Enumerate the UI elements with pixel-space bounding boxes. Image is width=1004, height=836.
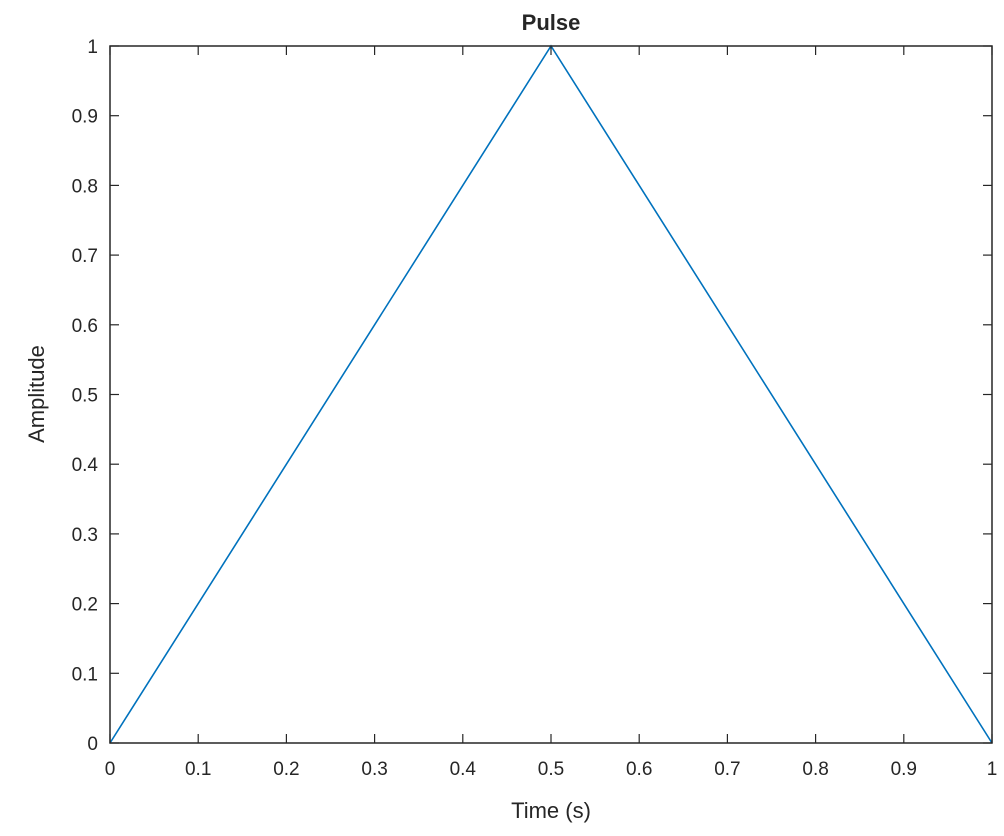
x-tick-label: 0 [105,759,116,780]
x-tick-label: 0.8 [802,759,828,780]
x-axis-label: Time (s) [511,798,591,823]
plot-area [110,46,992,743]
y-tick-label: 0.5 [72,386,98,407]
x-tick-label: 0.7 [714,759,740,780]
x-tick-label: 1 [987,759,998,780]
y-tick-label: 0.3 [72,525,98,546]
y-tick-label: 0.1 [72,664,98,685]
y-axis-label: Amplitude [24,345,49,443]
x-tick-label: 0.9 [891,759,917,780]
chart-title: Pulse [522,10,581,35]
y-tick-label: 0.4 [72,455,99,476]
x-tick-label: 0.6 [626,759,652,780]
y-tick-label: 0.9 [72,107,98,128]
y-tick-label: 0.6 [72,316,98,337]
x-tick-label: 0.1 [185,759,211,780]
y-tick-label: 0.2 [72,595,98,616]
x-tick-label: 0.2 [273,759,299,780]
y-tick-label: 0.8 [72,176,98,197]
y-tick-label: 1 [87,37,98,58]
x-tick-labels: 0 0.1 0.2 0.3 0.4 0.5 0.6 0.7 0.8 0.9 1 [105,759,998,780]
x-tick-label: 0.4 [450,759,477,780]
x-tick-label: 0.3 [361,759,387,780]
y-tick-label: 0.7 [72,246,98,267]
y-tick-labels: 0 0.1 0.2 0.3 0.4 0.5 0.6 0.7 0.8 0.9 1 [72,37,99,755]
x-tick-label: 0.5 [538,759,564,780]
y-tick-label: 0 [87,734,98,755]
plot-frame [109,45,993,744]
